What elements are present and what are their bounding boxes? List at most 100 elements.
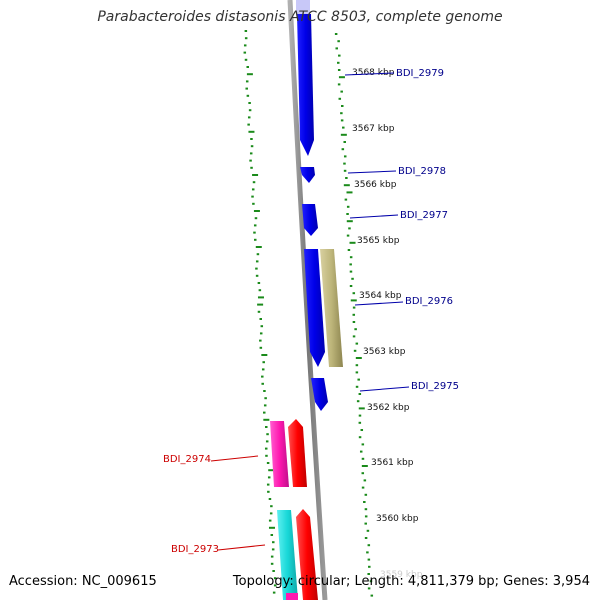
gene-bdi-2976-arrow[interactable] xyxy=(304,249,325,367)
gc-tick xyxy=(355,357,362,359)
gene-bdi-2979-arrow[interactable] xyxy=(297,14,314,156)
forward-gene-labels: BDI_2979 BDI_2978 BDI_2977 BDI_2976 BDI_… xyxy=(396,68,459,392)
gc-tick xyxy=(264,447,268,450)
gene-bdi-2973-red[interactable] xyxy=(296,509,318,600)
gc-tick xyxy=(252,202,255,205)
gc-tick xyxy=(346,213,349,215)
gc-tick xyxy=(248,130,255,133)
gene-bdi-2973-cyan[interactable] xyxy=(277,510,298,600)
gc-tick xyxy=(364,522,367,525)
gc-tick xyxy=(272,591,276,594)
gc-tick xyxy=(245,80,249,83)
gc-tick xyxy=(338,54,341,57)
gc-tick xyxy=(244,37,248,40)
gc-tick xyxy=(367,573,370,575)
callout-line xyxy=(347,170,397,174)
gene-label-bdi-2977[interactable]: BDI_2977 xyxy=(400,210,448,221)
gc-tick xyxy=(255,267,258,270)
forward-callouts xyxy=(344,72,410,392)
gc-tick xyxy=(355,342,359,345)
gc-tick xyxy=(247,123,250,126)
gc-tick xyxy=(272,541,275,544)
gc-tick xyxy=(357,378,360,381)
gc-tick xyxy=(349,285,353,287)
gc-track-right xyxy=(334,33,374,597)
gc-tick xyxy=(361,472,365,475)
gc-tick xyxy=(264,397,267,400)
scale-label: 3559 kbp xyxy=(380,570,423,580)
gc-tick xyxy=(258,289,262,292)
gc-tick xyxy=(361,443,365,446)
gc-tick xyxy=(255,260,259,263)
gc-tick xyxy=(244,30,248,32)
gene-bdi-2974-pink[interactable] xyxy=(270,421,289,487)
gc-tick xyxy=(349,263,352,266)
gc-tick xyxy=(273,577,277,580)
gc-tick xyxy=(263,411,266,414)
gc-tick xyxy=(341,105,344,107)
gc-tick xyxy=(269,512,273,515)
gc-tick xyxy=(364,515,368,518)
gc-tick xyxy=(344,198,348,201)
gc-tick xyxy=(270,505,273,508)
gc-tick xyxy=(361,465,368,467)
gc-tick xyxy=(346,191,353,194)
gc-tick xyxy=(259,346,263,349)
scale-label: 3561 kbp xyxy=(371,458,414,468)
gene-bdi-2975-arrow[interactable] xyxy=(311,378,328,411)
gc-tick xyxy=(267,490,270,493)
genome-summary-text: Topology: circular; Length: 4,811,379 bp… xyxy=(232,574,590,589)
gene-bdi-2973-pink-tail xyxy=(286,593,298,600)
gene-label-bdi-2974[interactable]: BDI_2974 xyxy=(163,454,211,465)
gene-label-bdi-2976[interactable]: BDI_2976 xyxy=(405,296,453,307)
gc-tick xyxy=(346,205,350,208)
gc-tick xyxy=(272,570,275,572)
gc-tick xyxy=(356,400,360,403)
gc-tick xyxy=(337,69,341,71)
gc-tick xyxy=(251,195,254,198)
gene-bdi-2974-red[interactable] xyxy=(288,419,307,487)
gc-tick xyxy=(265,426,268,428)
gc-tick xyxy=(246,94,250,97)
gc-tick xyxy=(243,51,247,54)
gc-tick xyxy=(360,429,364,431)
gene-label-bdi-2975[interactable]: BDI_2975 xyxy=(411,381,459,392)
gene-label-bdi-2973[interactable]: BDI_2973 xyxy=(171,544,219,555)
gc-tick xyxy=(252,174,259,176)
gc-tick xyxy=(364,537,368,539)
gc-tick xyxy=(257,303,264,306)
gc-tick xyxy=(340,133,347,136)
gc-tick xyxy=(257,282,261,284)
gc-tick xyxy=(270,562,274,565)
gc-tick xyxy=(363,501,366,503)
gc-tick xyxy=(268,519,272,522)
reverse-gene-labels: BDI_2974 BDI_2973 xyxy=(163,454,219,555)
gc-tick xyxy=(352,292,356,295)
callout-line xyxy=(210,455,259,462)
genome-backbone xyxy=(287,0,328,601)
gc-tick xyxy=(268,469,275,472)
gene-label-bdi-2978[interactable]: BDI_2978 xyxy=(398,166,446,177)
gene-bdi-2977-arrow[interactable] xyxy=(302,204,318,236)
gc-tick xyxy=(342,126,345,129)
gc-tick xyxy=(263,390,266,392)
gc-tick xyxy=(368,565,371,568)
gene-label-bdi-2979[interactable]: BDI_2979 xyxy=(396,68,444,79)
gc-tick xyxy=(341,148,345,151)
gc-tick xyxy=(352,321,356,323)
gc-tick xyxy=(369,580,373,583)
gc-tick xyxy=(248,102,251,104)
gc-tick xyxy=(268,526,275,529)
gc-tick xyxy=(364,508,368,511)
gc-tick xyxy=(250,166,253,169)
gc-tick xyxy=(367,558,371,561)
gc-tick xyxy=(266,433,269,436)
gc-tick xyxy=(263,404,267,407)
gene-bdi-2978-arrow[interactable] xyxy=(300,167,315,183)
gc-tick xyxy=(350,299,357,302)
gc-tick xyxy=(252,181,256,184)
gc-tick xyxy=(343,169,347,172)
gc-tick xyxy=(260,325,264,328)
gc-tick xyxy=(343,184,350,187)
gene-bdi-2976-tan[interactable] xyxy=(320,249,343,367)
